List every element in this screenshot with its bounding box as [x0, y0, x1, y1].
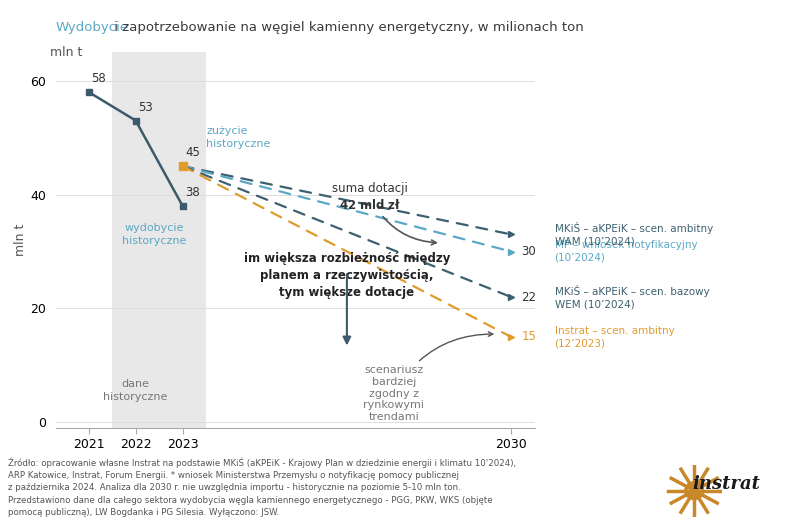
Text: MKiŚ – aKPEiK – scen. ambitny
WAM (10’2024): MKiŚ – aKPEiK – scen. ambitny WAM (10’20… [555, 222, 713, 247]
Text: 15: 15 [521, 330, 536, 343]
Text: 53: 53 [139, 101, 153, 114]
Text: Wydobycie: Wydobycie [56, 21, 129, 34]
Text: instrat: instrat [692, 476, 760, 493]
Bar [113, 52, 206, 428]
Text: zużycie
historyczne: zużycie historyczne [206, 126, 271, 149]
Text: MKiŚ – aKPEiK – scen. bazowy
WEM (10’2024): MKiŚ – aKPEiK – scen. bazowy WEM (10’202… [555, 284, 709, 310]
Text: 45: 45 [185, 146, 200, 159]
Text: suma dotacji
$\bf{42\ mld\ zł}$: suma dotacji $\bf{42\ mld\ zł}$ [333, 183, 437, 245]
Text: 58: 58 [92, 72, 106, 85]
Text: 38: 38 [185, 186, 200, 199]
Text: 22: 22 [521, 291, 536, 304]
Text: Źródło: opracowanie własne Instrat na podstawie MKiŚ (aKPEiK - Krajowy Plan w dz: Źródło: opracowanie własne Instrat na po… [8, 458, 516, 517]
Y-axis label: mln t: mln t [14, 224, 27, 256]
Text: wydobycie
historyczne: wydobycie historyczne [122, 223, 187, 246]
Text: Instrat – scen. ambitny
(12’2023): Instrat – scen. ambitny (12’2023) [555, 326, 674, 348]
Text: mln t: mln t [50, 46, 83, 59]
Text: MP – wniosek notyfikacyjny
(10’2024): MP – wniosek notyfikacyjny (10’2024) [555, 240, 697, 263]
Text: i zapotrzebowanie na węgiel kamienny energetyczny, w milionach ton: i zapotrzebowanie na węgiel kamienny ene… [110, 21, 584, 34]
Text: 30: 30 [522, 245, 536, 258]
Text: im większa rozbieżność między
planem a rzeczywistością,
tym większe dotacje: im większa rozbieżność między planem a r… [243, 252, 450, 299]
Text: scenariusz
bardziej
zgodny z
rynkowymi
trendami: scenariusz bardziej zgodny z rynkowymi t… [363, 332, 493, 422]
Text: dane
historyczne: dane historyczne [104, 379, 168, 402]
